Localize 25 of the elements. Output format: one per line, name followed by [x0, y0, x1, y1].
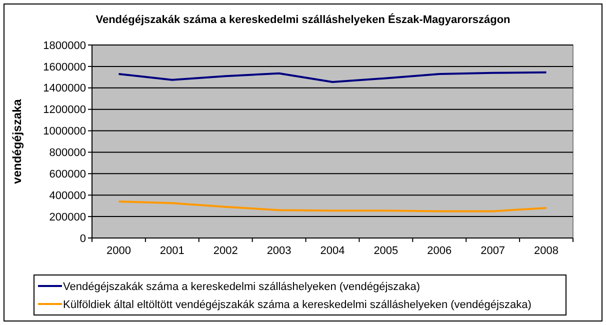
- y-tick-label: 600000: [49, 168, 86, 181]
- y-tick-label: 200000: [49, 211, 86, 224]
- x-tick-label: 2007: [480, 245, 506, 257]
- y-tick-label: 1400000: [43, 82, 86, 95]
- legend-label: Külföldiek által eltöltött vendégéjszakák száma a kereskedelmi szálláshelyeken (vendégéjszaka): [63, 299, 532, 311]
- line-series: [118, 71, 548, 83]
- x-tick-label: 2005: [374, 245, 398, 257]
- x-tick-label: 2004: [320, 245, 345, 257]
- x-tick-label: 2002: [213, 245, 238, 257]
- y-axis-title: vendégéjszaka: [10, 98, 24, 184]
- y-tick-label: 1000000: [43, 126, 86, 138]
- chart-title: Vendégéjszakák száma a kereskedelmi szálláshelyeken Észak-Magyarországon: [96, 13, 511, 26]
- x-tick-label: 2003: [266, 245, 292, 257]
- y-tick-label: 0: [80, 232, 86, 245]
- y-tick-label: 1200000: [43, 104, 86, 116]
- y-tick-label: 1600000: [43, 61, 86, 74]
- y-tick-label: 400000: [49, 190, 86, 202]
- y-tick-label: 800000: [49, 147, 86, 160]
- x-tick-label: 2001: [160, 245, 184, 257]
- y-tick-label: 1800000: [43, 40, 86, 52]
- x-tick-label: 2000: [106, 245, 131, 257]
- x-tick-label: 2006: [427, 245, 452, 257]
- legend-label: Vendégéjszakák száma a kereskedelmi szálláshelyeken (vendégéjszaka): [63, 281, 420, 293]
- x-tick-label: 2008: [534, 245, 559, 257]
- line-series: [118, 200, 548, 212]
